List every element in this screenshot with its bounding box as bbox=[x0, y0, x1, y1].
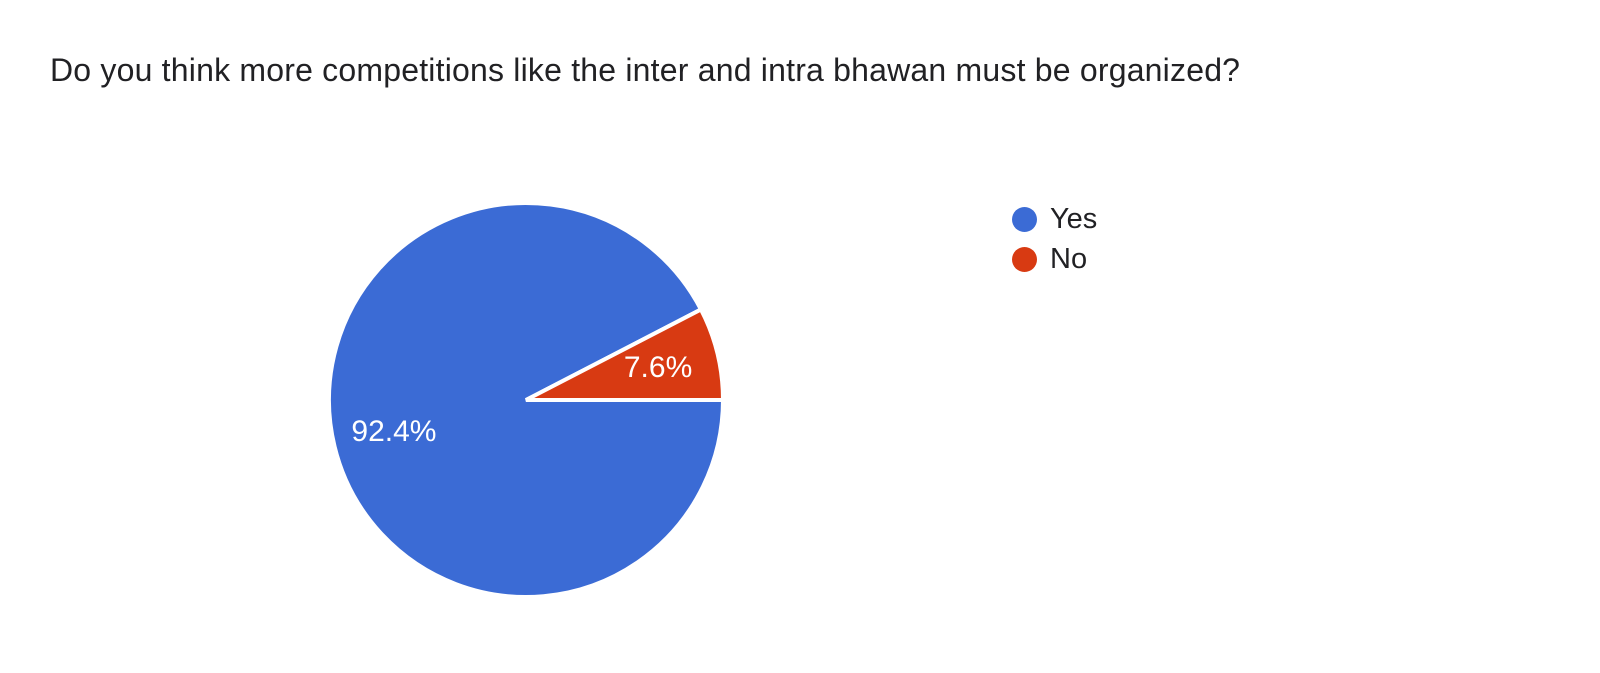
legend-dot-no-icon bbox=[1012, 246, 1037, 272]
pie-chart: 92.4% 7.6% bbox=[316, 190, 736, 610]
legend-item-yes: Yes bbox=[1012, 203, 1097, 235]
pie-svg bbox=[327, 201, 726, 599]
legend: Yes No bbox=[1012, 203, 1097, 286]
legend-item-no: No bbox=[1012, 243, 1097, 275]
legend-label-yes: Yes bbox=[1050, 202, 1098, 235]
question-title: Do you think more competitions like the … bbox=[50, 52, 1241, 88]
legend-label-no: No bbox=[1050, 242, 1088, 275]
pie-slice-no bbox=[525, 306, 726, 402]
legend-dot-yes-icon bbox=[1012, 206, 1037, 232]
